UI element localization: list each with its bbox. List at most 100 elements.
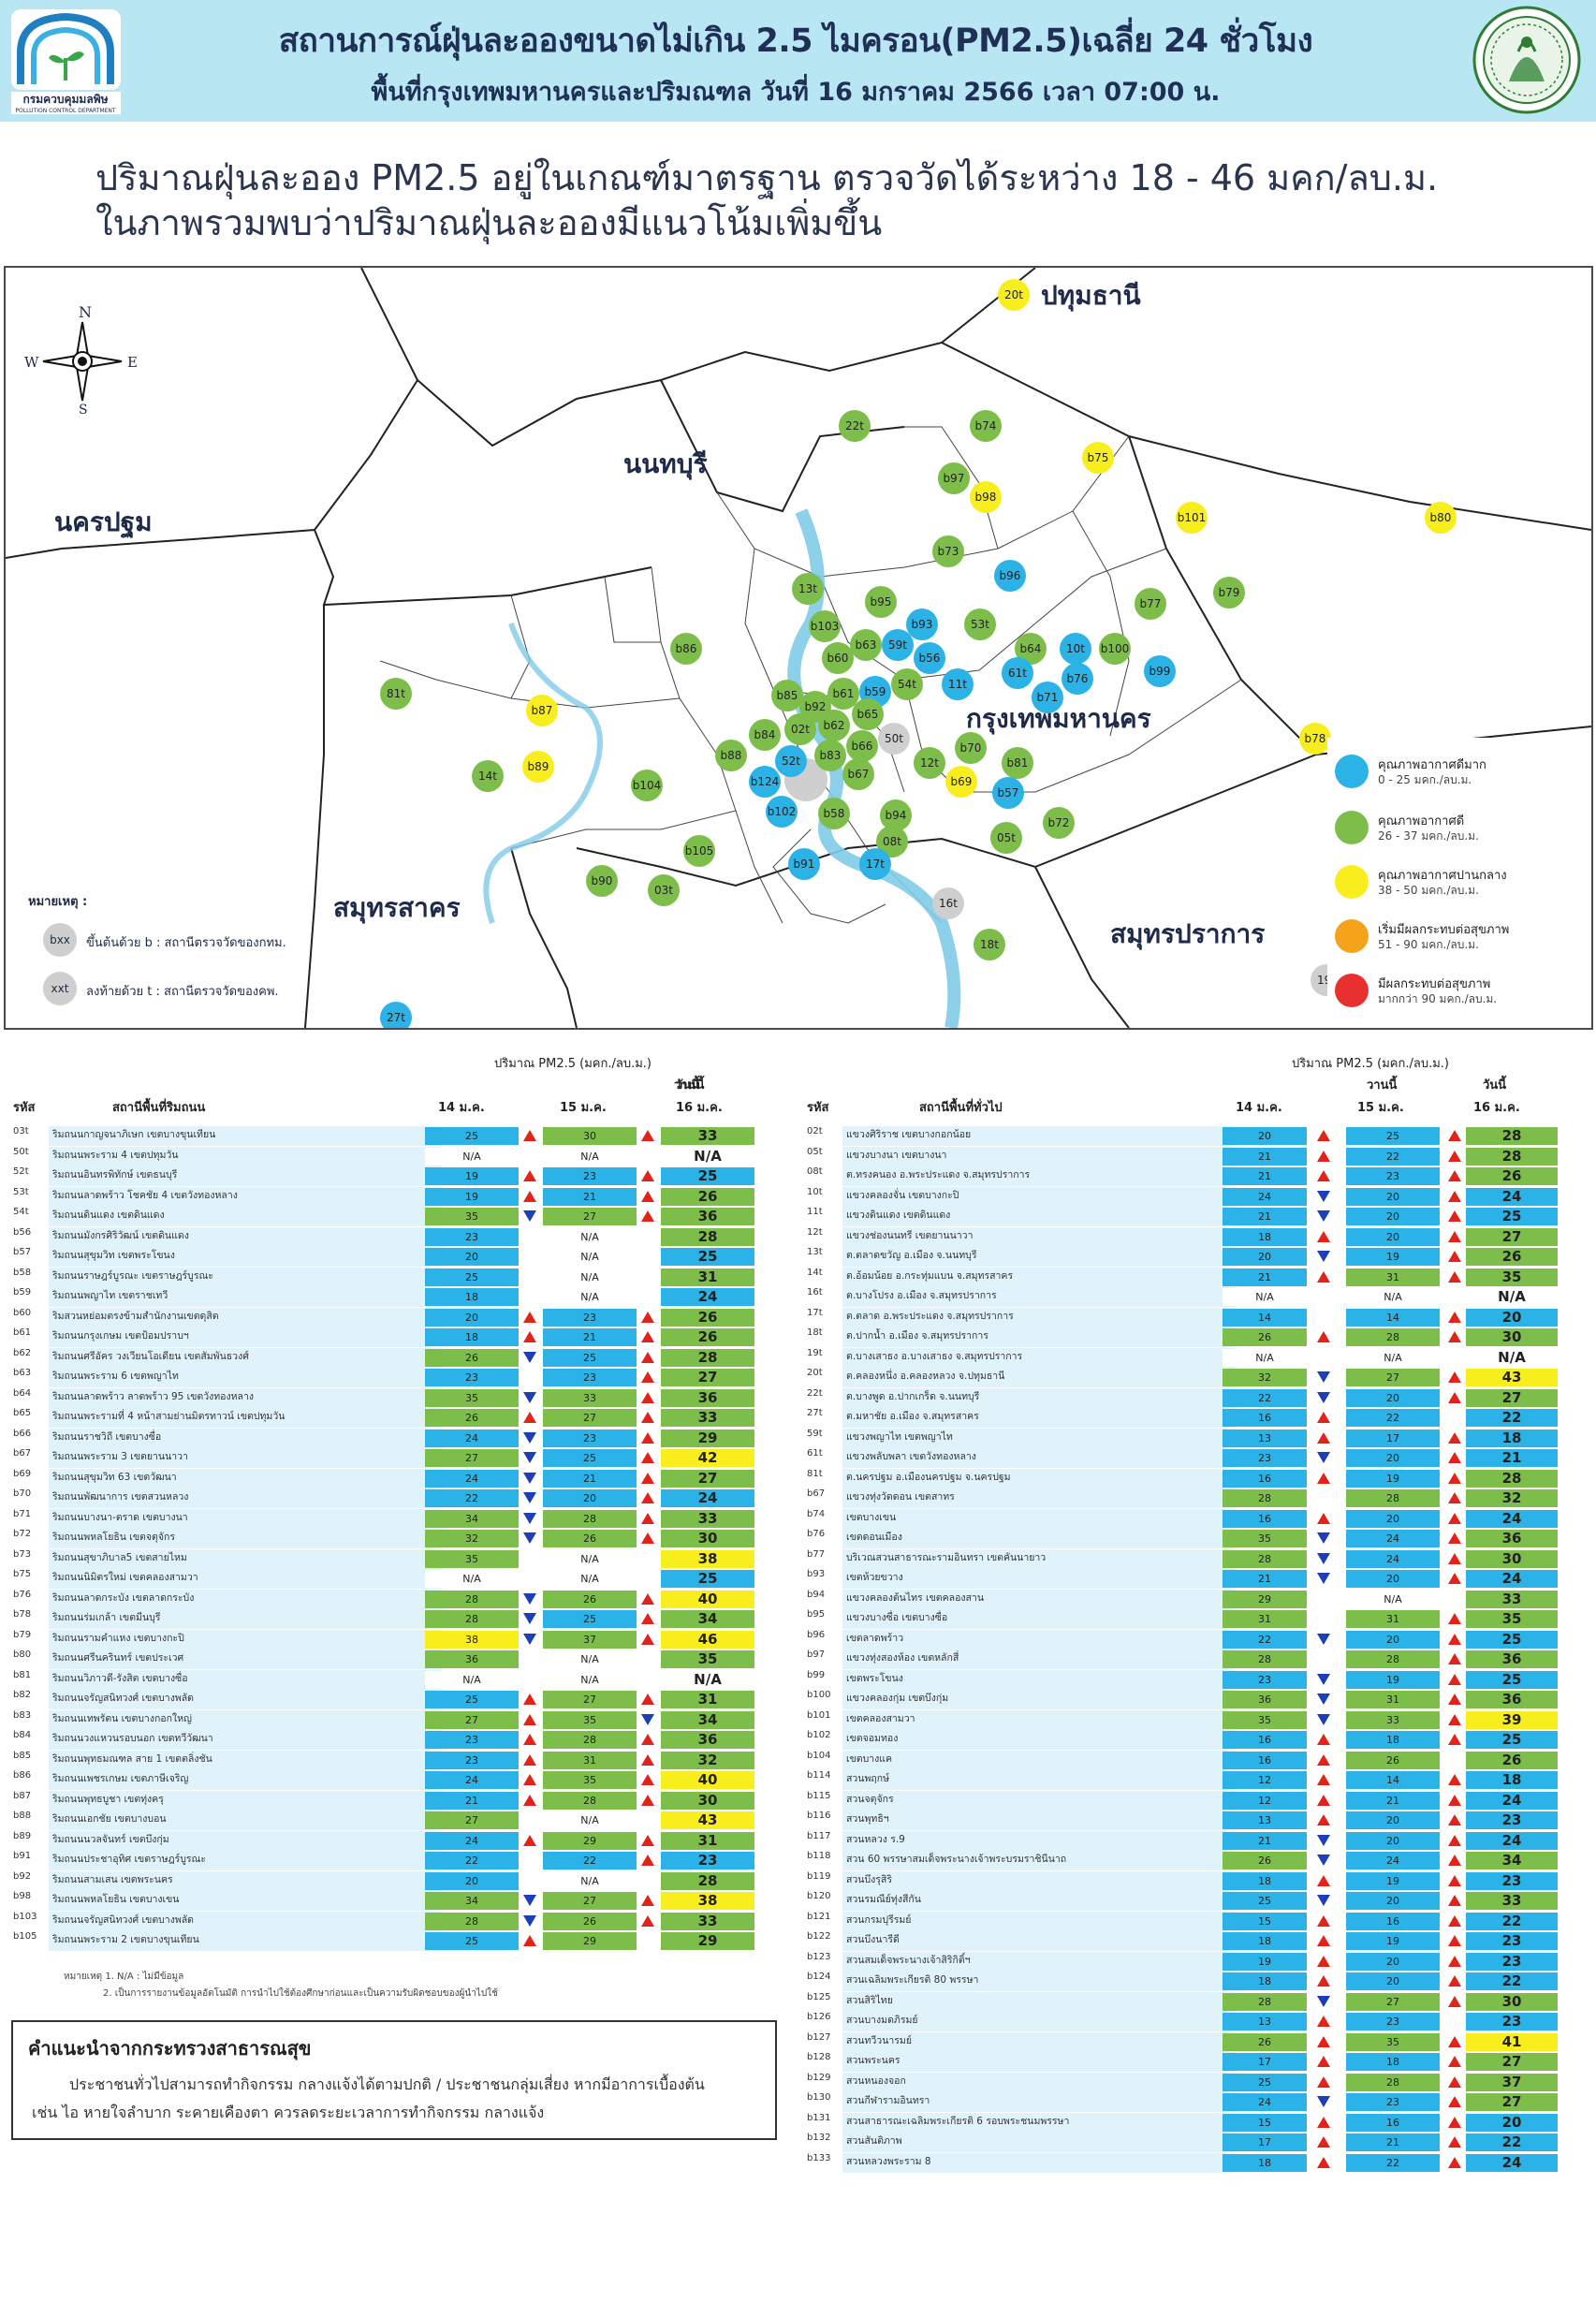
compass-e-label: E — [127, 354, 138, 371]
station-marker[interactable]: 02t — [784, 713, 816, 745]
station-marker[interactable]: b85 — [771, 680, 803, 711]
station-marker[interactable]: b74 — [970, 410, 1002, 442]
station-marker[interactable]: b73 — [932, 535, 964, 567]
row-background — [842, 2092, 1236, 2112]
station-marker[interactable]: b72 — [1043, 807, 1075, 839]
value-day-before: 21 — [1223, 1570, 1307, 1588]
station-marker[interactable]: b78 — [1299, 723, 1331, 755]
station-marker[interactable]: 18t — [974, 929, 1005, 960]
station-marker[interactable]: 52t — [775, 745, 807, 777]
station-code: b125 — [807, 1991, 831, 2002]
station-marker[interactable]: 14t — [472, 760, 504, 792]
row-background — [49, 1911, 442, 1931]
station-code: b100 — [807, 1690, 831, 1700]
trend-up-icon — [1447, 1834, 1462, 1847]
station-marker[interactable]: b65 — [852, 698, 884, 730]
station-marker[interactable]: b87 — [526, 695, 558, 726]
row-background — [49, 1629, 442, 1650]
value-today: 26 — [1466, 1248, 1558, 1266]
table-row: b57 ริมถนนสุขุมวิท เขตพระโขนง 20 N/A 25 — [13, 1247, 781, 1267]
trend-up-icon — [1447, 1210, 1462, 1223]
station-marker[interactable]: b98 — [970, 481, 1002, 513]
station-marker[interactable]: 59t — [882, 629, 914, 661]
province-label: นนทบุรี — [623, 448, 708, 479]
station-marker[interactable]: 54t — [891, 668, 923, 700]
station-marker[interactable]: b86 — [670, 633, 702, 665]
station-marker[interactable]: b102 — [766, 796, 798, 828]
value-today: 29 — [661, 1932, 754, 1950]
row-background — [842, 1569, 1236, 1589]
station-marker[interactable]: b75 — [1082, 442, 1114, 474]
station-marker[interactable]: 03t — [648, 874, 680, 906]
station-marker[interactable]: b80 — [1425, 502, 1457, 534]
station-marker[interactable]: 50t — [878, 723, 910, 755]
value-day-before: 23 — [1223, 1670, 1307, 1689]
station-name: ริมถนนพระราม 6 เขตพญาไท — [52, 1371, 179, 1382]
station-marker[interactable]: b79 — [1213, 577, 1245, 608]
station-marker[interactable]: b105 — [683, 835, 715, 867]
station-marker[interactable]: b63 — [850, 629, 882, 661]
station-marker[interactable]: b67 — [842, 758, 874, 790]
station-code: b86 — [13, 1770, 32, 1781]
table-row: b72 ริมถนนพหลโยธิน เขตจตุจักร 32 26 30 — [13, 1529, 781, 1548]
station-marker[interactable]: 16t — [932, 887, 964, 919]
station-marker[interactable]: b76 — [1062, 663, 1093, 695]
station-marker[interactable]: 53t — [964, 608, 996, 640]
value-day-before: 28 — [1223, 1992, 1307, 2011]
trend-down-icon — [1316, 1633, 1331, 1646]
station-marker[interactable]: 17t — [859, 848, 891, 880]
station-marker[interactable]: b57 — [992, 777, 1024, 809]
station-marker[interactable]: 11t — [942, 668, 974, 700]
station-marker[interactable]: 05t — [990, 822, 1022, 854]
station-marker[interactable]: b77 — [1135, 588, 1166, 620]
station-marker[interactable]: b99 — [1144, 655, 1176, 687]
station-marker[interactable]: b103 — [809, 610, 841, 642]
station-marker[interactable]: 22t — [839, 410, 871, 442]
station-name: เขตดอนเมือง — [846, 1532, 902, 1543]
station-marker[interactable]: b66 — [846, 730, 878, 762]
station-marker[interactable]: b124 — [749, 766, 781, 798]
trend-up-icon — [1447, 1733, 1462, 1746]
value-today: N/A — [661, 1670, 754, 1689]
station-marker[interactable]: 13t — [792, 573, 824, 605]
station-marker[interactable]: 20t — [998, 279, 1030, 311]
station-marker[interactable]: b70 — [955, 732, 987, 764]
station-marker[interactable]: b69 — [945, 766, 977, 798]
value-today: 23 — [1466, 1932, 1558, 1950]
station-marker[interactable]: b97 — [938, 462, 970, 494]
station-marker[interactable]: b60 — [822, 642, 854, 674]
station-marker[interactable]: b89 — [522, 751, 554, 783]
station-name: สวนเฉลิมพระเกียรติ 80 พรรษา — [846, 1974, 979, 1986]
value-yesterday: 22 — [543, 1852, 637, 1869]
legend-item: คุณภาพอากาศดี 26 - 37 มคก./ลบ.ม. — [1327, 805, 1591, 858]
station-code: 81t — [807, 1468, 823, 1479]
station-marker[interactable]: b93 — [906, 608, 938, 640]
station-marker[interactable]: b91 — [788, 848, 820, 880]
station-marker[interactable]: 81t — [380, 678, 412, 710]
station-marker[interactable]: b62 — [818, 710, 850, 741]
value-yesterday: 21 — [543, 1469, 637, 1488]
station-marker[interactable]: b83 — [814, 740, 846, 771]
station-marker[interactable]: b88 — [715, 740, 747, 771]
value-today: 30 — [1466, 1992, 1558, 2011]
station-marker[interactable]: b96 — [994, 560, 1026, 592]
station-marker[interactable]: b58 — [818, 798, 850, 829]
value-day-before: 25 — [425, 1691, 519, 1708]
station-marker[interactable]: 10t — [1060, 633, 1091, 665]
value-today: 26 — [661, 1308, 754, 1327]
station-marker[interactable]: b90 — [586, 865, 618, 897]
station-marker[interactable]: 12t — [914, 747, 945, 779]
row-background — [842, 1790, 1236, 1811]
station-marker[interactable]: b56 — [914, 642, 945, 674]
station-marker[interactable]: b71 — [1032, 682, 1063, 713]
station-marker[interactable]: 27t — [380, 1002, 412, 1028]
station-marker[interactable]: b84 — [749, 719, 781, 751]
station-marker[interactable]: 61t — [1002, 657, 1033, 689]
station-marker[interactable]: b81 — [1002, 747, 1033, 779]
station-marker[interactable]: b104 — [631, 770, 663, 801]
station-marker[interactable]: b101 — [1176, 502, 1208, 534]
table-row: b79 ริมถนนรามคำแหง เขตบางกะปิ 38 37 46 — [13, 1629, 781, 1650]
station-code: b98 — [13, 1891, 32, 1901]
station-marker[interactable]: b100 — [1099, 633, 1131, 665]
station-marker[interactable]: b95 — [865, 586, 897, 618]
